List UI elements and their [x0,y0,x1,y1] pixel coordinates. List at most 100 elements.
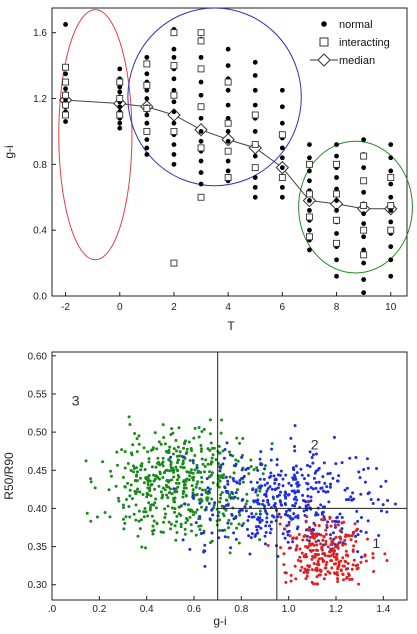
scatter-point-group-3 [287,546,291,550]
scatter-point-group-1 [166,504,170,508]
normal-point [334,231,339,236]
normal-point [279,155,285,161]
scatter-point-group-2 [306,487,310,491]
scatter-point-group-1 [200,505,204,509]
scatter-point-group-3 [322,534,326,538]
scatter-point-group-2 [264,531,268,535]
top-y-tick-label: 1.6 [33,28,47,39]
scatter-point-group-1 [229,522,233,526]
interacting-point [333,190,340,198]
scatter-point-group-3 [316,559,320,563]
scatter-point-group-3 [325,560,329,564]
scatter-point-group-3 [336,543,340,547]
scatter-point-group-3 [336,523,340,527]
scatter-point-group-1 [199,447,203,451]
normal-point [198,129,204,134]
scatter-point-group-2 [230,490,234,494]
scatter-point-group-3 [317,524,321,528]
interacting-point [360,202,368,209]
scatter-point-group-1 [140,545,144,549]
scatter-point-group-1 [161,476,165,480]
normal-point [334,198,339,203]
scatter-point-group-3 [356,566,360,570]
scatter-point-group-1 [245,499,249,503]
scatter-point-group-3 [335,552,339,556]
scatter-point-group-2 [317,480,321,484]
scatter-point-group-2 [263,493,267,497]
scatter-point-group-2 [263,467,267,471]
scatter-point-group-2 [366,466,370,470]
scatter-point-group-1 [190,484,194,488]
normal-point [252,184,258,190]
normal-point [334,186,339,192]
scatter-point-group-1 [139,464,143,468]
scatter-point-group-2 [272,474,276,478]
scatter-point-group-2 [305,534,309,538]
scatter-point-group-2 [172,487,176,491]
scatter-point-group-2 [249,536,253,540]
scatter-point-group-3 [304,577,308,581]
scatter-point-group-2 [369,498,373,502]
top-y-tick-label: 0.8 [33,160,47,171]
scatter-point-group-3 [332,571,336,575]
scatter-point-group-2 [283,501,287,505]
normal-point [117,120,123,126]
scatter-point-group-1 [217,485,221,489]
normal-point [361,165,367,171]
top-x-tick-label: 8 [334,302,340,313]
scatter-point-group-1 [219,493,223,497]
bottom-x-tick-label: 0.2 [92,604,106,615]
scatter-point-group-1 [155,447,159,451]
scatter-point-group-1 [165,485,169,489]
scatter-point-group-1 [175,478,179,482]
scatter-point-group-3 [337,535,341,539]
scatter-point-group-2 [305,463,309,467]
normal-point [171,161,177,167]
scatter-point-group-1 [135,437,139,441]
bottom-region-dividers [217,352,407,600]
scatter-point-group-1 [95,515,99,519]
scatter-point-group-2 [249,505,253,509]
normal-point [144,96,150,101]
scatter-point-group-2 [340,461,344,465]
normal-point [117,84,123,90]
scatter-point-group-2 [275,463,279,467]
scatter-point-group-2 [294,515,298,519]
scatter-point-group-1 [261,472,265,476]
scatter-point-group-2 [233,495,237,499]
scatter-point-group-1 [210,460,214,464]
scatter-point-group-3 [305,538,309,542]
scatter-point-group-2 [292,468,296,472]
scatter-point-group-1 [146,450,150,454]
scatter-point-group-1 [163,512,167,516]
scatter-point-group-1 [169,463,173,467]
scatter-point-group-1 [252,468,256,472]
scatter-point-group-1 [172,447,176,451]
interacting-point [170,62,178,70]
scatter-point-group-1 [263,464,267,468]
normal-point [279,184,285,190]
scatter-point-group-2 [247,534,251,538]
scatter-point-group-1 [169,487,173,491]
scatter-point-group-1 [188,458,192,462]
normal-point [361,189,367,195]
scatter-point-group-2 [371,501,375,505]
scatter-point-group-1 [176,445,180,449]
scatter-point-group-1 [162,520,166,524]
interacting-point [116,111,124,119]
scatter-point-group-2 [289,483,293,487]
top-x-tick-label: 4 [225,302,231,313]
scatter-point-group-1 [210,446,214,450]
scatter-point-group-1 [121,517,125,521]
scatter-point-group-1 [191,471,195,475]
scatter-point-group-3 [310,568,314,572]
top-chart: -2 0 2 4 6 8 10 0.0 0.4 0.8 1.2 1.6 T g-i normal i… [2,7,413,333]
scatter-point-group-2 [207,489,211,493]
interacting-point [197,144,205,152]
scatter-point-group-2 [269,520,273,524]
scatter-point-group-1 [172,470,176,474]
scatter-point-group-2 [240,468,244,472]
scatter-point-group-1 [116,496,120,500]
scatter-point-group-2 [335,516,339,520]
scatter-point-group-3 [314,540,318,544]
